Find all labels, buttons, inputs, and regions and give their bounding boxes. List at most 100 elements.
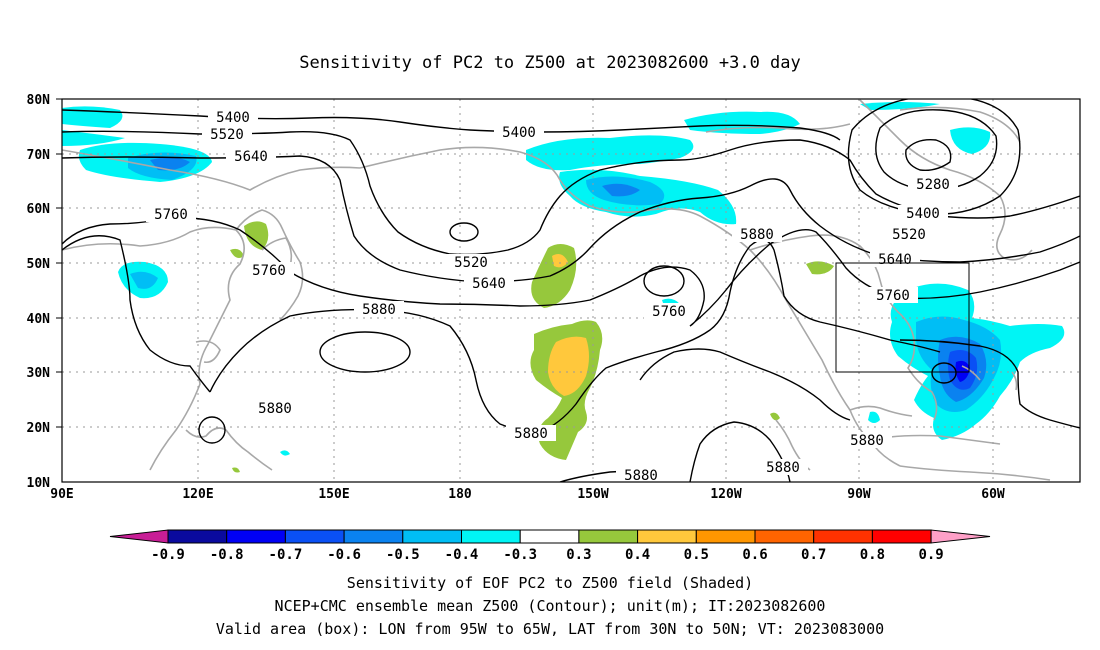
colorbar-segment	[284, 529, 345, 544]
colorbar-segment	[402, 529, 462, 544]
contour-label: 5880	[850, 433, 884, 449]
colorbar-segment	[167, 529, 228, 544]
colorbar-segment	[343, 529, 404, 544]
lon-tick-label: 90E	[50, 487, 73, 502]
colorbar-segment	[461, 529, 521, 544]
map-frame	[61, 98, 1081, 483]
contour-5400-ring	[847, 99, 1021, 215]
contour-5760-low	[643, 265, 685, 297]
lat-tick-label: 20N	[27, 421, 51, 436]
colorbar-tick-label: 0.8	[860, 547, 885, 563]
colorbar-segment	[813, 529, 873, 544]
contour-label: 5880	[766, 460, 800, 476]
lon-tick-label: 150W	[577, 487, 608, 502]
contour-label: 5280	[916, 177, 950, 193]
shading-negative	[950, 127, 991, 154]
contour-label: 5640	[472, 276, 506, 292]
shading-negative	[62, 130, 125, 146]
shading-negative	[280, 450, 290, 456]
colorbar-segment	[226, 529, 286, 544]
lat-tick-label: 10N	[27, 476, 51, 491]
colorbar-arrow-right	[930, 529, 991, 544]
colorbar-tick-label: -0.4	[445, 547, 479, 563]
shading-negative	[868, 411, 880, 423]
contour-5520	[62, 130, 1080, 256]
valid-area-box	[835, 262, 970, 373]
colorbar-tick-label: -0.6	[327, 547, 361, 563]
caption-line: Valid area (box): LON from 95W to 65W, L…	[216, 620, 884, 638]
shading-positive	[552, 254, 568, 268]
contour-label: 5760	[252, 263, 286, 279]
lat-tick-label: 60N	[27, 202, 51, 217]
lon-tick-label: 120E	[182, 487, 213, 502]
shading-negative	[602, 183, 640, 197]
shading-positive	[770, 412, 780, 421]
colorbar-tick-label: 0.6	[742, 547, 767, 563]
colorbar-tick-label: -0.3	[503, 547, 537, 563]
contour-label: 5640	[234, 149, 268, 165]
latitude-axis: 80N 70N 60N 50N 40N 30N 20N 10N	[27, 93, 62, 491]
colorbar-segment	[637, 529, 697, 544]
lat-tick-label: 50N	[27, 257, 51, 272]
colorbar-tick-label: -0.8	[210, 547, 244, 563]
colorbar: -0.9 -0.8 -0.7 -0.6 -0.5 -0.4 -0.3 0.3 0.4 0.5 0.6…	[109, 529, 991, 563]
shading-negative	[150, 157, 190, 171]
contour-5880-east	[899, 339, 1080, 429]
colorbar-segment	[754, 529, 815, 544]
lat-tick-label: 30N	[27, 366, 51, 381]
colorbar-segment	[695, 529, 756, 544]
colorbar-segment	[871, 529, 932, 544]
lat-tick-label: 80N	[27, 93, 51, 108]
shading-positive	[806, 261, 834, 275]
shading-negative	[130, 271, 158, 289]
contour-5520-low	[449, 222, 479, 242]
map-panel: 5400 5520 5640 5400 5280 5400 5520 5640 …	[62, 99, 1080, 484]
shading-positive	[230, 248, 244, 258]
colorbar-tick-label: -0.7	[269, 547, 303, 563]
contour-label: 5640	[878, 252, 912, 268]
colorbar-tick-label: 0.5	[684, 547, 709, 563]
contour-5880-low	[639, 348, 851, 421]
shading-positive	[232, 467, 240, 473]
contour-label: 5880	[362, 302, 396, 318]
colorbar-tick-label: 0.3	[566, 547, 591, 563]
colorbar-tick-label: 0.7	[801, 547, 826, 563]
contour-label: 5880	[740, 227, 774, 243]
contour-label: 5880	[258, 401, 292, 417]
caption: Sensitivity of EOF PC2 to Z500 field (Sh…	[216, 574, 884, 638]
lat-tick-label: 40N	[27, 312, 51, 327]
shading-negative	[955, 360, 970, 382]
lon-tick-label: 180	[448, 487, 472, 502]
contour-label: 5880	[624, 468, 658, 484]
contour-label: 5760	[876, 288, 910, 304]
shading-positive	[244, 221, 269, 250]
contour-label: 5400	[906, 206, 940, 222]
longitude-axis: 90E 120E 150E 180 150W 120W 90W 60W	[50, 487, 1005, 502]
contour-5160	[905, 139, 952, 172]
contour-label: 5400	[216, 110, 250, 126]
lon-tick-label: 60W	[981, 487, 1005, 502]
contour-label: 5400	[502, 125, 536, 141]
lon-tick-label: 150E	[318, 487, 349, 502]
colorbar-tick-label: 0.4	[625, 547, 650, 563]
figure-title: Sensitivity of PC2 to Z500 at 2023082600…	[299, 53, 801, 73]
colorbar-tick-label: -0.9	[151, 547, 185, 563]
contour-label: 5760	[652, 304, 686, 320]
contour-label: 5520	[454, 255, 488, 271]
contour-5760-ring	[62, 235, 211, 393]
contour-label: 5760	[154, 207, 188, 223]
colorbar-segment	[578, 529, 639, 544]
caption-line: NCEP+CMC ensemble mean Z500 (Contour); u…	[275, 597, 826, 615]
contour-5880-high	[319, 331, 411, 373]
contour-label: 5520	[210, 127, 244, 143]
contour-5880-high-east	[931, 362, 957, 384]
colorbar-tick-label: -0.5	[386, 547, 420, 563]
caption-line: Sensitivity of EOF PC2 to Z500 field (Sh…	[347, 574, 753, 592]
colorbar-segment	[519, 529, 580, 544]
colorbar-tick-label: 0.9	[918, 547, 943, 563]
contour-5880-high-small	[198, 416, 226, 444]
lon-tick-label: 120W	[710, 487, 741, 502]
lon-tick-label: 90W	[847, 487, 871, 502]
lat-tick-label: 70N	[27, 148, 51, 163]
